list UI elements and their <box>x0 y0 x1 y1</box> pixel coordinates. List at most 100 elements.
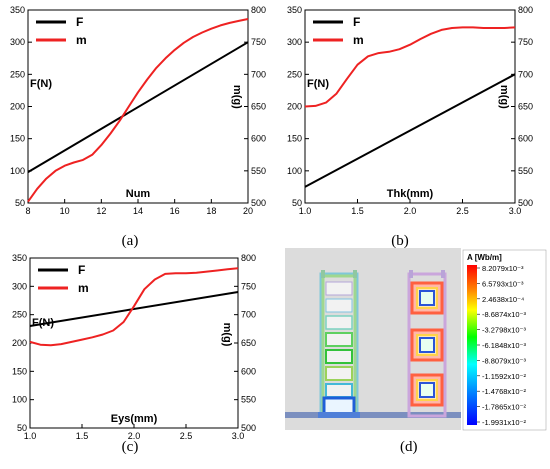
colorbar: A [Wb/m] 8.2079x10⁻³ 6.5793x10⁻³ 2.4638x10… <box>462 249 547 431</box>
legend-label-m: m <box>76 33 87 47</box>
base-plate <box>285 412 461 418</box>
legend-label-F: F <box>76 15 83 29</box>
x-tick-label: 3.0 <box>509 206 522 216</box>
panel-label-d: (d) <box>400 439 418 455</box>
series-line-F <box>27 41 249 173</box>
y-left-tick-label: 200 <box>12 338 27 348</box>
y-right-tick-label: 750 <box>518 37 533 47</box>
y-right-tick-label: 700 <box>241 310 256 320</box>
y-right-tick-label: 650 <box>251 102 266 112</box>
colorbar-tick-label: -1.7865x10⁻² <box>482 403 526 412</box>
x-tick-label: 1.5 <box>351 206 364 216</box>
x-tick-label: 12 <box>96 206 106 216</box>
y-left-tick-label: 100 <box>10 166 25 176</box>
x-tick-label: 2.5 <box>456 206 469 216</box>
y-left-tick-label: 100 <box>12 395 27 405</box>
y-left-tick-label: 200 <box>287 102 302 112</box>
y-left-tick-label: 50 <box>292 198 302 208</box>
chart-panel-1: 8 10 12 14 16 18 20 50 100 150 200 250 300 350 500 550 6… <box>10 5 266 249</box>
y-left-tick-label: 100 <box>287 166 302 176</box>
y-right-tick-label: 700 <box>251 69 266 79</box>
y-right-tick-label: 750 <box>241 281 256 291</box>
x-tick-label: 18 <box>206 206 216 216</box>
x-tick-label: 8 <box>25 206 30 216</box>
x-axis-label: Eys(mm) <box>111 413 158 425</box>
y-left-axis-label: F(N) <box>32 317 54 329</box>
colorbar-tick-label: -1.4768x10⁻² <box>482 387 526 396</box>
colorbar-tick-label: -8.8079x10⁻³ <box>482 356 526 365</box>
y-right-tick-label: 800 <box>241 253 256 263</box>
y-left-tick-label: 300 <box>10 37 25 47</box>
plot-area <box>304 9 516 204</box>
chart-panel-2: 1.0 1.5 2.0 2.5 3.0 50 100 150 200 250 300 350 500 55… <box>287 5 533 249</box>
series-line-m <box>27 18 249 203</box>
colorbar-tick-label: -3.2798x10⁻³ <box>482 326 526 335</box>
y-left-axis-label: F(N) <box>30 78 52 90</box>
legend-label-m: m <box>78 281 89 295</box>
y-left-tick-label: 250 <box>12 310 27 320</box>
series-line-F <box>304 73 516 188</box>
colorbar-tick-label: 8.2079x10⁻³ <box>482 264 524 273</box>
y-right-tick-label: 550 <box>241 395 256 405</box>
y-right-tick-label: 550 <box>251 166 266 176</box>
colorbar-tick-label: 2.4638x10⁻⁴ <box>482 295 524 304</box>
y-right-tick-label: 500 <box>241 423 256 433</box>
series-line-m <box>29 267 239 347</box>
legend-label-F: F <box>353 15 360 29</box>
y-right-tick-label: 650 <box>518 102 533 112</box>
colorbar-tick-label: -1.9931x10⁻² <box>482 418 526 427</box>
y-right-tick-label: 500 <box>518 198 533 208</box>
y-right-tick-label: 800 <box>518 5 533 15</box>
y-right-tick-label: 500 <box>251 198 266 208</box>
x-tick-label: 2.0 <box>404 206 417 216</box>
y-right-tick-label: 700 <box>518 69 533 79</box>
y-right-tick-label: 750 <box>251 37 266 47</box>
x-axis-label: Thk(mm) <box>387 188 434 200</box>
panel-label: (a) <box>122 233 139 249</box>
panel-label: (b) <box>391 233 409 249</box>
y-right-tick-label: 550 <box>518 166 533 176</box>
y-left-tick-label: 300 <box>12 281 27 291</box>
y-right-axis-label: m(g) <box>498 85 510 109</box>
x-tick-label: 1.5 <box>76 431 89 441</box>
panel-label: (c) <box>122 439 139 455</box>
y-right-axis-label: m(g) <box>221 323 233 347</box>
y-right-tick-label: 600 <box>518 134 533 144</box>
colorbar-tick-label: -8.6874x10⁻³ <box>482 310 526 319</box>
y-right-tick-label: 650 <box>241 338 256 348</box>
x-tick-label: 1.0 <box>299 206 312 216</box>
y-left-axis-label: F(N) <box>307 78 329 90</box>
left-ladder-structure <box>318 270 360 418</box>
y-left-tick-label: 50 <box>17 423 27 433</box>
y-left-tick-label: 150 <box>12 366 27 376</box>
y-right-tick-label: 800 <box>251 5 266 15</box>
y-left-tick-label: 350 <box>12 253 27 263</box>
x-tick-label: 10 <box>60 206 70 216</box>
colorbar-tick-label: -6.1848x10⁻³ <box>482 341 526 350</box>
x-tick-label: 3.0 <box>232 431 245 441</box>
y-left-tick-label: 200 <box>10 102 25 112</box>
y-left-tick-label: 50 <box>15 198 25 208</box>
y-left-tick-label: 150 <box>287 134 302 144</box>
plot-area <box>29 257 239 429</box>
x-axis-label: Num <box>126 188 151 200</box>
y-right-tick-label: 600 <box>251 134 266 144</box>
y-left-tick-label: 350 <box>10 5 25 15</box>
field-plot-panel: A [Wb/m] 8.2079x10⁻³ 6.5793x10⁻³ 2.4638x10… <box>285 248 547 455</box>
x-tick-label: 2.5 <box>180 431 193 441</box>
legend-label-m: m <box>353 33 364 47</box>
colorbar-title: A [Wb/m] <box>467 253 502 262</box>
series-line-F <box>29 291 239 327</box>
x-tick-label: 14 <box>133 206 143 216</box>
x-tick-label: 2.0 <box>128 431 141 441</box>
colorbar-tick-label: -1.1592x10⁻² <box>482 372 526 381</box>
colorbar-tick-label: 6.5793x10⁻³ <box>482 279 524 288</box>
series-line-m <box>304 26 516 108</box>
right-coil-structure <box>407 270 447 418</box>
colorbar-gradient <box>467 265 477 425</box>
y-left-tick-label: 250 <box>10 69 25 79</box>
y-right-axis-label: m(g) <box>231 85 243 109</box>
y-left-tick-label: 300 <box>287 37 302 47</box>
x-tick-label: 16 <box>170 206 180 216</box>
